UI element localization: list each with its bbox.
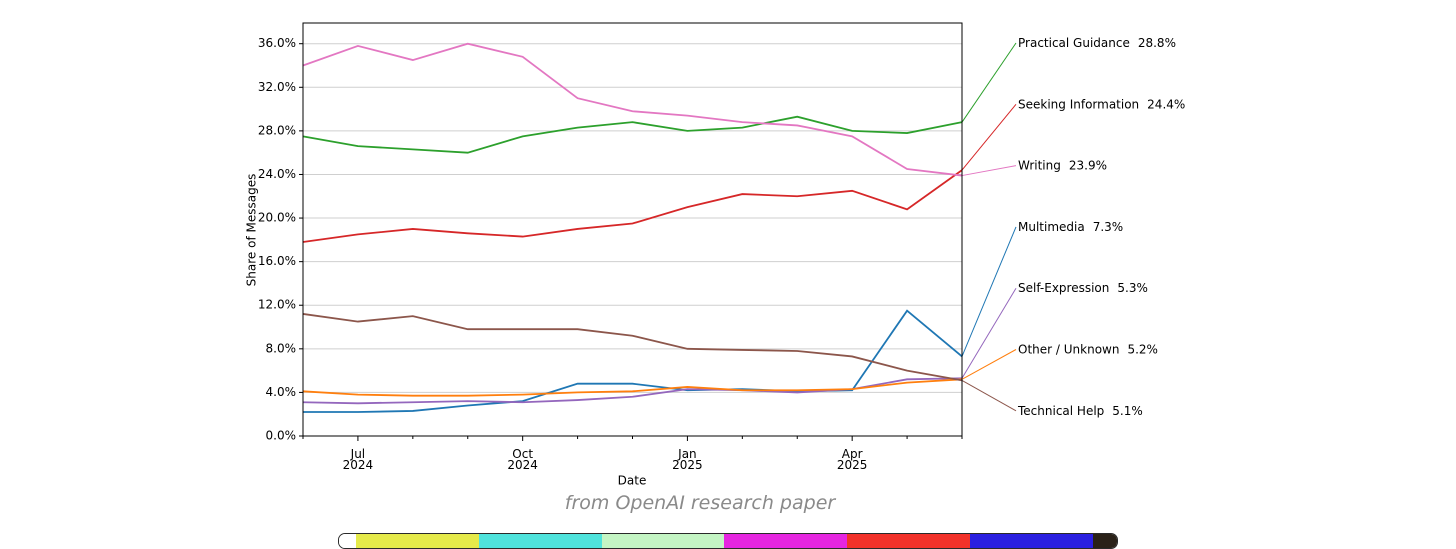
series-line (302, 169, 963, 243)
end-value-label: 7.3% (1093, 219, 1124, 233)
y-tick-label: 28.0% (258, 123, 296, 137)
x-tick-label: Jan 2025 (672, 447, 703, 472)
leader-line (961, 42, 1017, 123)
caption: from OpenAI research paper (564, 492, 836, 514)
series-label: Technical Help 5.1% (1017, 403, 1143, 417)
legend-name: Multimedia (1018, 219, 1085, 233)
y-tick-label: 16.0% (258, 254, 296, 268)
series-label: Self-Expression 5.3% (1018, 281, 1148, 295)
series-line (302, 115, 963, 154)
end-value-label: 5.2% (1127, 342, 1158, 356)
plot-frame (302, 22, 963, 437)
legend-name: Technical Help (1017, 403, 1104, 417)
leader-line (961, 379, 1017, 412)
x-tick-label: Apr 2025 (836, 447, 868, 472)
y-tick-label: 24.0% (258, 167, 296, 181)
series-line (302, 378, 963, 397)
legend-name: Self-Expression (1018, 281, 1109, 295)
leader-line (961, 349, 1017, 380)
series-label: Seeking Information 24.4% (1018, 97, 1185, 111)
color-bar (338, 533, 1118, 549)
series-label: Writing 23.9% (1018, 158, 1107, 172)
series-label: Other / Unknown 5.2% (1018, 342, 1158, 356)
y-tick-label: 36.0% (258, 36, 296, 50)
legend-name: Seeking Information (1018, 97, 1139, 111)
leader-line (961, 287, 1017, 379)
leader-line (961, 226, 1017, 357)
leader-line (961, 165, 1017, 177)
end-value-label: 5.3% (1117, 281, 1148, 295)
legend-name: Writing (1018, 158, 1061, 172)
legend-name: Practical Guidance (1018, 36, 1130, 50)
y-tick-label: 4.0% (266, 385, 297, 399)
series-line (303, 309, 963, 413)
chart: Share of Messages Date 0.0% 4.0% 8.0% 12.0%… (245, 22, 1185, 488)
x-tick-label: Oct 2024 (507, 447, 538, 472)
y-axis-label: Share of Messages (245, 174, 259, 287)
x-tick-label: Jul 2024 (342, 447, 374, 472)
y-tick-label: 20.0% (258, 211, 296, 225)
series-line (302, 42, 963, 177)
end-value-label: 28.8% (1138, 36, 1176, 50)
end-value-label: 5.1% (1112, 403, 1143, 417)
end-value-label: 24.4% (1147, 97, 1185, 111)
x-axis-label: Date (618, 474, 647, 488)
series-line (302, 313, 963, 382)
y-tick-label: 8.0% (266, 341, 297, 355)
end-value-label: 23.9% (1069, 158, 1107, 172)
series-label: Multimedia 7.3% (1018, 219, 1123, 233)
y-tick-label: 12.0% (258, 298, 296, 312)
y-tick-label: 32.0% (258, 80, 296, 94)
y-tick-label: 0.0% (266, 429, 297, 443)
leader-line (961, 103, 1017, 171)
legend-name: Other / Unknown (1018, 342, 1119, 356)
series-label: Practical Guidance 28.8% (1018, 36, 1176, 50)
